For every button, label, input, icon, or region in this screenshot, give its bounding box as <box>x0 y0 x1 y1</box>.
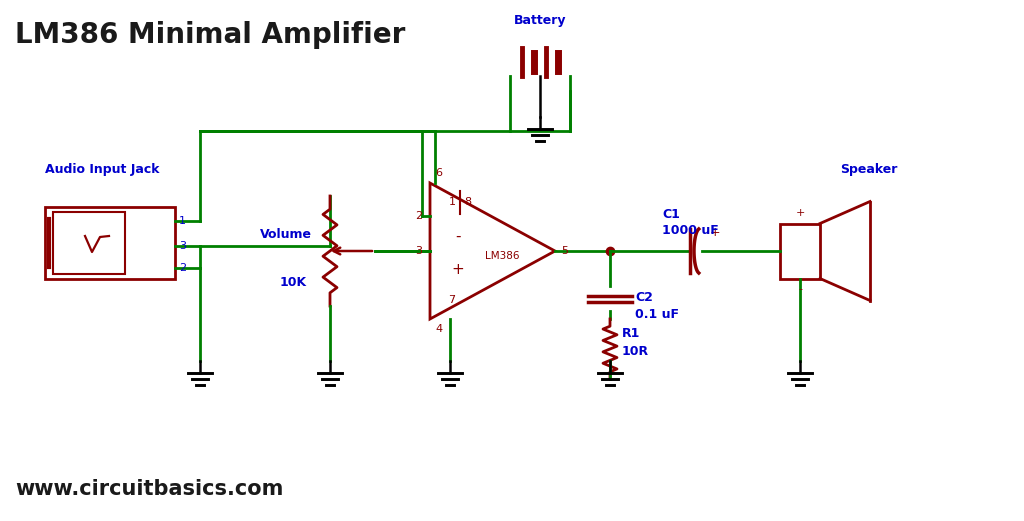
Text: 5: 5 <box>561 246 568 256</box>
Text: +: + <box>796 207 805 217</box>
Text: C1: C1 <box>662 208 680 221</box>
Text: LM386: LM386 <box>485 251 520 261</box>
Text: 3: 3 <box>179 241 186 251</box>
Bar <box>780 224 820 279</box>
Text: Speaker: Speaker <box>840 163 897 176</box>
Text: -: - <box>456 229 461 243</box>
Text: 0.1 uF: 0.1 uF <box>635 308 679 321</box>
Text: +: + <box>710 227 721 240</box>
Text: 1: 1 <box>179 216 186 226</box>
Text: 4: 4 <box>435 324 442 334</box>
Text: Volume: Volume <box>260 228 312 241</box>
Text: R1: R1 <box>622 327 640 340</box>
Text: 1000 uF: 1000 uF <box>662 224 719 237</box>
Text: Audio Input Jack: Audio Input Jack <box>45 163 160 176</box>
Text: www.circuitbasics.com: www.circuitbasics.com <box>15 479 284 499</box>
Text: 10K: 10K <box>280 276 307 289</box>
Text: LM386 Minimal Amplifier: LM386 Minimal Amplifier <box>15 21 406 49</box>
Text: 1: 1 <box>449 197 456 207</box>
Text: 8: 8 <box>465 197 472 207</box>
Text: 2: 2 <box>179 263 186 273</box>
Text: C2: C2 <box>635 291 653 304</box>
Text: 2: 2 <box>415 211 422 221</box>
Text: 7: 7 <box>449 295 456 305</box>
Bar <box>53 212 125 274</box>
Text: +: + <box>452 262 464 277</box>
Text: -: - <box>798 284 802 294</box>
Text: 10R: 10R <box>622 345 649 358</box>
Text: 6: 6 <box>435 168 442 178</box>
Text: 3: 3 <box>415 246 422 256</box>
Bar <box>45 207 175 279</box>
Text: Battery: Battery <box>514 14 566 27</box>
